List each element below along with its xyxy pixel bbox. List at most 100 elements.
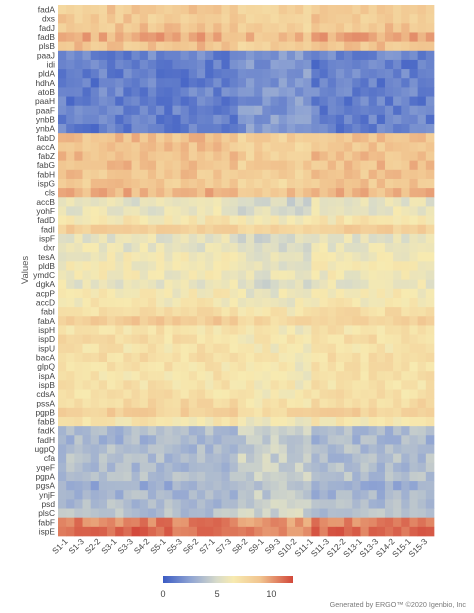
row-label-bacA: bacA xyxy=(36,352,56,362)
heatmap-cell xyxy=(213,481,222,491)
heatmap-cell xyxy=(384,380,394,390)
heatmap-cell xyxy=(90,261,100,271)
heatmap-cell xyxy=(90,481,100,491)
heatmap-cell xyxy=(164,243,173,253)
heatmap-cell xyxy=(147,188,157,198)
heatmap-cell xyxy=(319,78,329,88)
heatmap-cell xyxy=(335,297,345,308)
heatmap-cell xyxy=(180,499,190,509)
heatmap-cell xyxy=(311,444,320,454)
heatmap-cell xyxy=(360,426,369,436)
heatmap-cell xyxy=(376,362,386,372)
heatmap-cell xyxy=(409,481,418,491)
heatmap-cell xyxy=(417,197,427,207)
heatmap-cell xyxy=(401,252,410,262)
heatmap-cell xyxy=(229,352,239,363)
heatmap-cell xyxy=(319,288,329,299)
heatmap-cell xyxy=(123,462,132,473)
heatmap-cell xyxy=(417,471,427,482)
heatmap-cell xyxy=(319,490,329,500)
heatmap-cell xyxy=(58,288,67,299)
heatmap-cell xyxy=(254,59,263,70)
heatmap-cell xyxy=(82,23,92,33)
heatmap-cell xyxy=(352,490,361,500)
heatmap-cell xyxy=(66,270,75,281)
heatmap-cell xyxy=(164,41,173,52)
heatmap-cell xyxy=(237,178,247,189)
heatmap-cell xyxy=(229,407,239,418)
row-label-fadH: fadH xyxy=(37,435,55,445)
row-label-glpQ: glpQ xyxy=(37,362,55,372)
heatmap-cell xyxy=(58,490,67,500)
heatmap-cell xyxy=(319,96,329,107)
heatmap-cell xyxy=(319,444,329,454)
column-label-S4-2: S4-2 xyxy=(132,536,152,556)
color-legend-ticks: 0 5 10 xyxy=(160,589,276,599)
heatmap-cell xyxy=(107,517,116,528)
heatmap-cell xyxy=(58,41,67,52)
heatmap-cell xyxy=(409,471,418,482)
heatmap-cell xyxy=(229,279,239,290)
heatmap-cell xyxy=(229,389,239,400)
heatmap-cell xyxy=(352,87,361,97)
heatmap-cell xyxy=(303,297,312,308)
heatmap-cell xyxy=(425,490,435,500)
heatmap-cell xyxy=(221,481,230,491)
heatmap-cell xyxy=(303,307,312,317)
heatmap-cell xyxy=(98,114,108,125)
row-label-fadI: fadI xyxy=(41,224,55,234)
heatmap-cell xyxy=(237,87,247,97)
heatmap-cell xyxy=(360,407,369,418)
heatmap-cell xyxy=(90,69,100,79)
heatmap-cell xyxy=(188,23,198,33)
heatmap-cell xyxy=(90,224,100,235)
heatmap-cell xyxy=(335,50,345,61)
heatmap-cell xyxy=(131,142,141,152)
heatmap-cell xyxy=(123,270,132,281)
heatmap-cell xyxy=(368,114,378,125)
heatmap-cell xyxy=(376,398,386,409)
heatmap-cell xyxy=(164,32,173,42)
heatmap-cell xyxy=(131,517,141,528)
heatmap-cell xyxy=(196,243,206,253)
heatmap-cell xyxy=(115,69,124,79)
heatmap-cell xyxy=(254,371,263,381)
heatmap-cell xyxy=(254,87,263,97)
heatmap-cell xyxy=(131,151,141,161)
heatmap-cell xyxy=(188,371,198,381)
heatmap-cell xyxy=(376,215,386,226)
heatmap-cell xyxy=(384,389,394,400)
row-label-hdhA: hdhA xyxy=(35,78,55,88)
heatmap-cell xyxy=(139,517,149,528)
heatmap-cell xyxy=(90,105,100,116)
heatmap-cell xyxy=(327,14,337,24)
heatmap-cell xyxy=(311,114,320,125)
heatmap-cell xyxy=(188,142,198,152)
heatmap-cell xyxy=(286,499,296,509)
heatmap-cell xyxy=(229,316,239,326)
heatmap-cell xyxy=(172,398,181,409)
heatmap-cell xyxy=(82,270,92,281)
heatmap-cell xyxy=(123,343,132,354)
heatmap-cell xyxy=(147,362,157,372)
heatmap-cell xyxy=(409,371,418,381)
heatmap-cell xyxy=(401,23,410,33)
heatmap-cell xyxy=(246,32,255,42)
heatmap-cell xyxy=(335,252,345,262)
heatmap-cell xyxy=(229,261,239,271)
heatmap-cell xyxy=(286,380,296,390)
heatmap-cell xyxy=(384,481,394,491)
row-label-yqeF: yqeF xyxy=(36,462,55,472)
heatmap-cell xyxy=(172,279,181,290)
heatmap-cell xyxy=(188,316,198,326)
heatmap-cell xyxy=(66,32,75,42)
heatmap-cell xyxy=(254,197,263,207)
heatmap-cell xyxy=(98,279,108,290)
heatmap-cell xyxy=(237,407,247,418)
heatmap-cell xyxy=(295,151,304,161)
heatmap-cell xyxy=(246,380,255,390)
heatmap-cell xyxy=(425,197,435,207)
heatmap-cell xyxy=(384,297,394,308)
heatmap-cell xyxy=(286,517,296,528)
heatmap-cell xyxy=(286,508,296,519)
